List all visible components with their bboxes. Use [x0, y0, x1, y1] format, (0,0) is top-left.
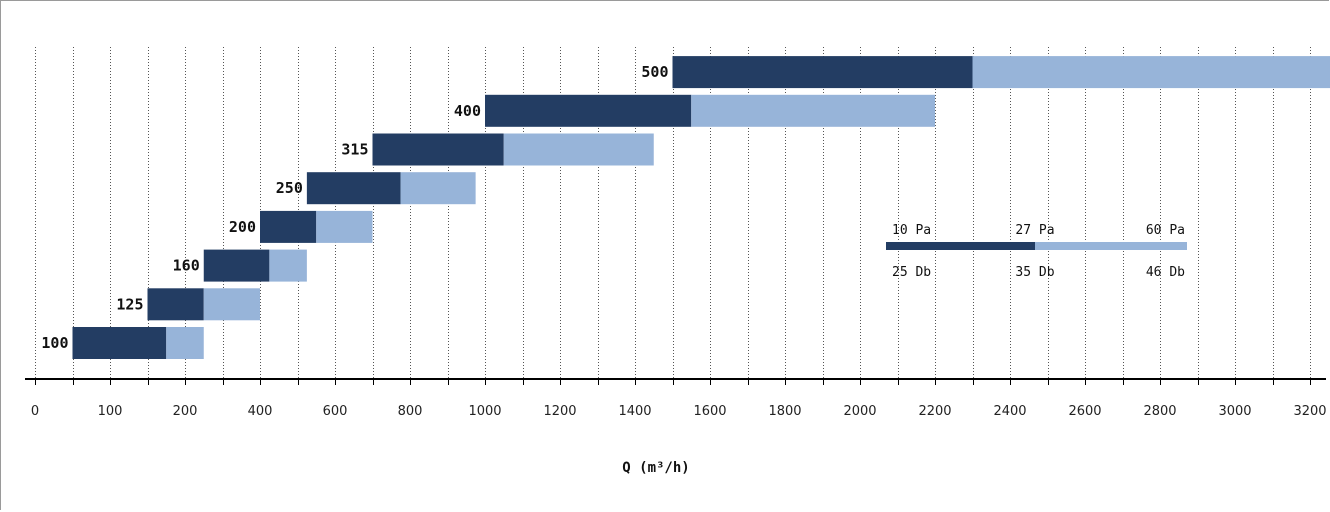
bar-segment-dark-500	[673, 56, 973, 88]
bar-segment-dark-250	[307, 172, 401, 204]
bar-segment-light-315	[504, 134, 654, 166]
x-tick-label: 0	[31, 404, 39, 419]
bar-label-125: 125	[116, 295, 143, 313]
legend-top-label: 60 Pa	[1146, 223, 1185, 238]
x-tick-label: 1600	[693, 404, 726, 419]
legend-bottom-label: 35 Db	[1015, 265, 1054, 280]
bar-segment-light-125	[204, 288, 260, 320]
x-tick-label: 2000	[843, 404, 876, 419]
legend-bar-dark	[886, 242, 1035, 250]
x-tick-label: 1000	[468, 404, 501, 419]
bar-label-250: 250	[276, 179, 303, 197]
bar-label-400: 400	[454, 102, 481, 120]
bar-segment-light-200	[316, 211, 372, 243]
x-tick-label: 1800	[768, 404, 801, 419]
bar-segment-light-400	[691, 95, 935, 127]
x-tick-label: 400	[248, 404, 273, 419]
legend-top-label: 10 Pa	[892, 223, 931, 238]
bar-segment-dark-200	[260, 211, 316, 243]
x-tick-label: 600	[323, 404, 348, 419]
bar-segment-dark-400	[485, 95, 691, 127]
x-tick-label: 100	[98, 404, 123, 419]
legend-bottom-label: 25 Db	[892, 265, 931, 280]
x-tick-label: 3000	[1218, 404, 1251, 419]
x-tick-label: 800	[398, 404, 423, 419]
bar-segment-light-100	[166, 327, 204, 359]
x-tick-label: 2400	[993, 404, 1026, 419]
x-tick-label: 1200	[543, 404, 576, 419]
x-tick-label: 2600	[1068, 404, 1101, 419]
bars-group: 100 125 160 200 250 315 400 500	[41, 56, 1330, 359]
legend: 10 Pa 27 Pa 60 Pa 25 Db 35 Db 46 Db	[886, 223, 1187, 280]
bar-segment-light-160	[269, 250, 307, 282]
bar-label-100: 100	[41, 334, 68, 352]
bar-label-500: 500	[641, 63, 668, 81]
bar-segment-dark-125	[148, 288, 204, 320]
bar-segment-light-250	[401, 172, 476, 204]
x-tick-label: 2200	[918, 404, 951, 419]
x-tick-label: 2800	[1143, 404, 1176, 419]
x-axis-label: Q (m³/h)	[622, 460, 689, 476]
bar-segment-dark-315	[373, 134, 504, 166]
legend-top-label: 27 Pa	[1015, 223, 1054, 238]
bar-label-315: 315	[341, 141, 368, 159]
x-tick-label: 200	[173, 404, 198, 419]
bar-segment-dark-100	[73, 327, 167, 359]
legend-bottom-label: 46 Db	[1146, 265, 1185, 280]
bar-label-160: 160	[173, 257, 200, 275]
x-tick-label: 3200	[1293, 404, 1326, 419]
x-tick-label: 1400	[618, 404, 651, 419]
legend-bar-light	[1035, 242, 1187, 250]
bar-label-200: 200	[229, 218, 256, 236]
bar-segment-light-500	[973, 56, 1330, 88]
x-axis: 0 100 200 400 600 800 1000 1200 1400 1600 1800 2000…	[25, 379, 1327, 419]
bar-segment-dark-160	[204, 250, 270, 282]
